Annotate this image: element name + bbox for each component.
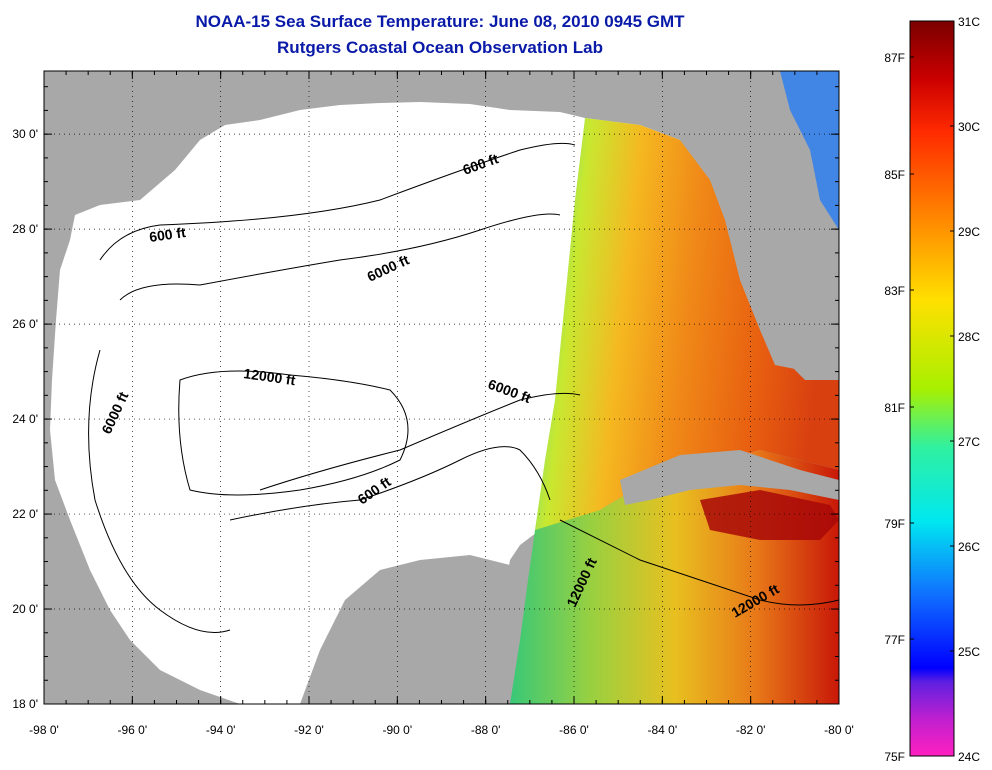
y-tick-label: 28 0' [12,222,38,236]
y-tick-label: 18 0' [12,697,38,711]
x-tick-label: -88 0' [471,723,501,737]
atlantic-cool [780,71,839,230]
contour-600ft-south [229,446,551,521]
colorbar-fahrenheit-label: 75F [884,750,905,764]
contour-6000ft-east [259,392,581,491]
x-tick-label: -82 0' [736,723,766,737]
map-subtitle: Rutgers Coastal Ocean Observation Lab [277,38,603,57]
lat-lon-grid [44,71,839,704]
axis-ticks: -98 0' -96 0' -94 0' -92 0' -90 0' -88 0' -86 … [12,71,854,737]
x-tick-label: -84 0' [648,723,678,737]
contour-6000ft-west [88,349,231,633]
y-tick-label: 24 0' [12,412,38,426]
contour-label: 600 ft [148,224,187,245]
contour-label: 12000 ft [243,365,297,388]
x-tick-label: -90 0' [383,723,413,737]
colorbar-labels: 31C 30C 29C 28C 27C 26C 25C 24C 87F 85F 83F 81F 79F 7… [884,15,980,764]
x-tick-label: -94 0' [206,723,236,737]
colorbar-celsius-label: 28C [958,330,980,344]
y-tick-label: 30 0' [12,127,38,141]
cuba-land [620,450,839,505]
map-title: NOAA-15 Sea Surface Temperature: June 08… [195,12,685,31]
colorbar-celsius-label: 24C [958,750,980,764]
colorbar-celsius-label: 29C [958,225,980,239]
contour-12000ft [178,370,409,496]
warm-patch [700,490,839,540]
contour-6000ft-north [119,213,561,301]
colorbar-celsius-label: 27C [958,435,980,449]
colorbar-celsius-label: 26C [958,540,980,554]
colorbar-celsius-label: 30C [958,120,980,134]
yucatan-land [300,555,530,704]
x-tick-label: -96 0' [118,723,148,737]
colorbar-fahrenheit-label: 79F [884,517,905,531]
x-tick-label: -92 0' [294,723,324,737]
colorbar-fahrenheit-label: 77F [884,633,905,647]
x-tick-label: -98 0' [29,723,59,737]
florida-land [680,71,839,370]
colorbar-fahrenheit-label: 87F [884,51,905,65]
colorbar [909,20,955,757]
x-tick-label: -80 0' [824,723,854,737]
colorbar-fahrenheit-label: 85F [884,168,905,182]
colorbar-celsius-label: 25C [958,645,980,659]
x-tick-label: -86 0' [559,723,589,737]
colorbar-celsius-label: 31C [958,15,980,29]
colorbar-fahrenheit-label: 81F [884,401,905,415]
sst-swath [535,118,839,530]
contour-600ft-north [99,142,576,261]
y-tick-label: 26 0' [12,317,38,331]
y-tick-label: 22 0' [12,507,38,521]
colorbar-fahrenheit-label: 83F [884,284,905,298]
contour-12000ft-south [559,519,839,606]
y-tick-label: 20 0' [12,602,38,616]
